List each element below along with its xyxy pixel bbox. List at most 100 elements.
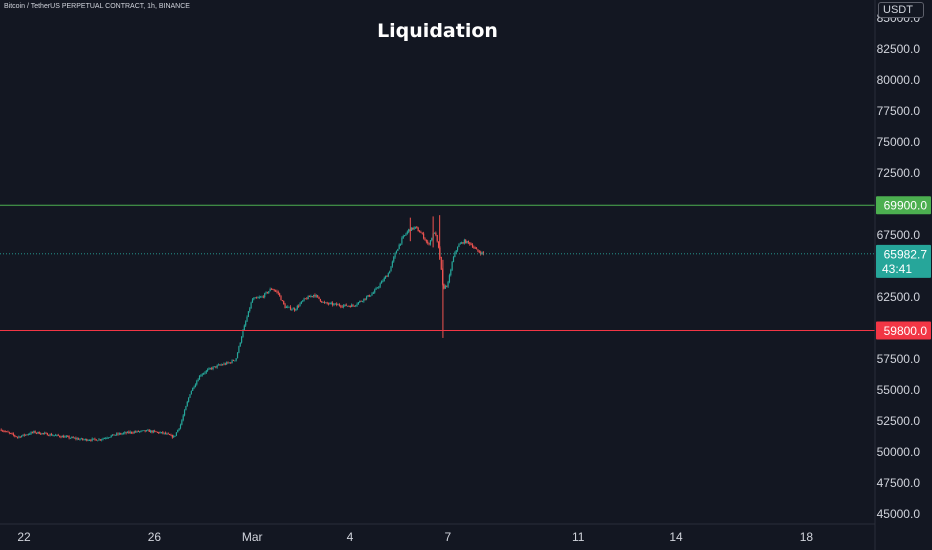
time-tick-label: Mar [242, 530, 263, 544]
candle-body [42, 433, 44, 434]
candle-body [288, 306, 290, 308]
candle-body [221, 364, 224, 366]
time-tick-label: 7 [444, 530, 451, 544]
candle-body [122, 433, 125, 434]
price-tick-label: 80000.0 [877, 73, 921, 87]
candle-body [325, 302, 327, 304]
candle-body [416, 226, 418, 229]
candle-body [346, 305, 349, 307]
candle-body [120, 433, 122, 435]
candle-body [246, 316, 248, 322]
candle-body [444, 285, 446, 289]
candle-body [241, 336, 243, 343]
candle-body [365, 296, 368, 300]
candle-body [427, 241, 429, 244]
candle-body [450, 269, 452, 276]
candle-body [71, 437, 73, 438]
last-price-tag [876, 244, 931, 278]
candle-body [375, 287, 377, 290]
time-axis[interactable]: 22 26 Mar 4 7 11 14 18 [17, 530, 813, 544]
candle-body [41, 433, 43, 435]
candle-body [270, 288, 273, 290]
candle-body [421, 232, 423, 234]
candle-body [337, 304, 339, 306]
candle-body [273, 289, 275, 291]
candle-body [86, 439, 88, 441]
candle-body [414, 226, 417, 228]
candle-body [171, 434, 173, 438]
candle-body [269, 288, 271, 292]
candle-body [27, 434, 29, 435]
candle-body [215, 366, 217, 368]
candle-body [408, 229, 410, 232]
candle-body [300, 301, 302, 304]
candle-body [424, 238, 426, 241]
candle-body [219, 364, 221, 366]
candle-body [63, 436, 65, 438]
candle-body [480, 252, 482, 254]
candles-layer [0, 215, 484, 442]
candle-body [94, 438, 96, 440]
candle-body [46, 433, 48, 436]
candle-body [106, 437, 108, 439]
candle-body [376, 287, 379, 289]
support-price-label: 59800.0 [884, 324, 928, 338]
candle-body [291, 309, 293, 311]
candle-body [135, 431, 137, 433]
candle-body [284, 304, 286, 308]
candle-body [38, 431, 40, 434]
support-price-tag [876, 321, 931, 340]
time-tick-label: 14 [669, 530, 683, 544]
candle-body [312, 294, 315, 297]
chart-title: Liquidation [377, 20, 498, 42]
candle-body [462, 242, 464, 244]
candle-body [68, 436, 70, 439]
candle-body [304, 298, 307, 300]
candle-body [145, 430, 148, 432]
time-tick-label: 22 [17, 530, 31, 544]
candle-body [26, 434, 28, 436]
candle-body [467, 241, 470, 243]
candle-body [314, 294, 316, 297]
candle-body [192, 387, 194, 391]
price-tick-label: 47500.0 [877, 476, 921, 490]
candle-body [111, 434, 114, 436]
candle-body [440, 256, 442, 270]
candle-body [156, 431, 158, 433]
candle-body [39, 433, 42, 435]
candle-body [250, 302, 252, 309]
candle-body [231, 360, 233, 363]
candle-body [443, 284, 445, 289]
candle-body [367, 295, 369, 297]
candle-body [264, 293, 266, 298]
candle-body [52, 435, 54, 437]
candle-body [73, 437, 76, 439]
candle-body [109, 437, 111, 438]
candle-body [99, 439, 101, 441]
candle-body [212, 366, 214, 370]
candle-body [12, 433, 15, 436]
candle-body [23, 434, 25, 436]
candle-body [162, 432, 164, 434]
currency-button[interactable]: USDT [878, 2, 924, 18]
candle-body [465, 239, 467, 244]
candle-body [372, 292, 374, 294]
candle-body [174, 435, 176, 437]
symbol-label[interactable]: Bitcoin / TetherUS PERPETUAL CONTRACT, 1… [4, 3, 190, 10]
candle-body [198, 375, 201, 380]
candle-body [360, 301, 362, 302]
price-tick-label: 82500.0 [877, 42, 921, 56]
candle-body [92, 438, 95, 440]
candle-body [29, 433, 31, 435]
candle-body [348, 305, 350, 307]
candle-body [317, 295, 319, 297]
candle-body [167, 433, 169, 435]
candle-body [279, 293, 281, 296]
price-tick-label: 57500.0 [877, 352, 921, 366]
candle-body [423, 233, 425, 239]
candle-body [10, 432, 12, 434]
candle-body [170, 434, 172, 436]
candle-body [406, 231, 408, 234]
candle-body [141, 430, 144, 432]
